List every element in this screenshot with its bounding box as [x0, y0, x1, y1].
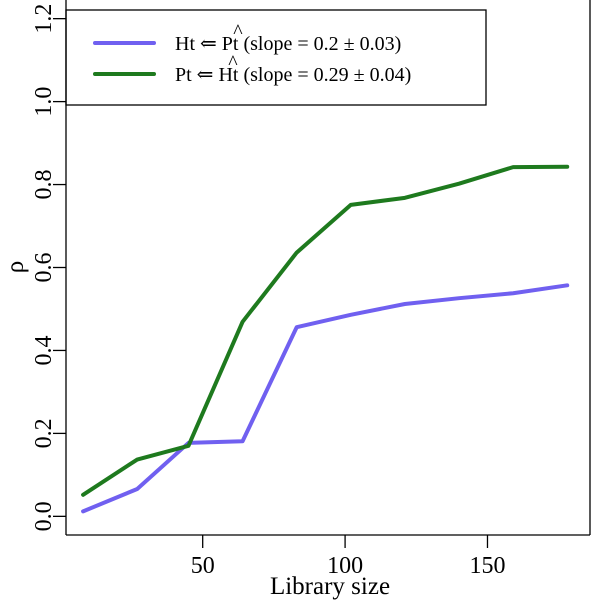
- legend-label-0-part-1: P: [222, 33, 233, 55]
- y-axis-title: ρ: [2, 261, 29, 273]
- legend-layer: Ht ⇐ Pt (slope = 0.2 ± 0.03)^Pt ⇐ Ht (sl…: [65, 9, 487, 106]
- legend-label-1-part-2: t (slope = 0.29 ± 0.04): [233, 64, 411, 86]
- x-tick-label-2: 150: [469, 553, 505, 579]
- legend-label-1-part-0: Pt ⇐: [175, 64, 218, 86]
- series-line-1: [81, 164, 570, 497]
- x-axis-title: Library size: [270, 573, 390, 600]
- series-line-0: [81, 283, 570, 514]
- y-tick-label-2: 0.4: [31, 335, 57, 365]
- legend-label-0: Ht ⇐ Pt (slope = 0.2 ± 0.03): [175, 33, 401, 55]
- axes-layer: 50 100 150 0.0 0.2 0.4 0.6 0.8 1.0 1.2: [31, 0, 591, 579]
- legend-label-0-part-0: Ht ⇐: [175, 33, 222, 55]
- legend-hat-0: ^: [233, 21, 243, 43]
- legend-box: [65, 9, 487, 106]
- y-tick-label-0: 0.0: [31, 501, 57, 531]
- y-tick-label-4: 0.8: [31, 170, 57, 200]
- x-tick-label-1: 100: [327, 553, 363, 579]
- series-layer: [81, 164, 570, 514]
- y-tick-label-6: 1.2: [31, 4, 57, 34]
- legend-label-0-part-2: t (slope = 0.2 ± 0.03): [233, 33, 401, 55]
- x-tick-label-0: 50: [191, 553, 215, 579]
- legend-label-1-part-1: H: [218, 64, 232, 86]
- y-tick-label-5: 1.0: [31, 87, 57, 117]
- legend-hat-1: ^: [228, 52, 238, 74]
- y-tick-label-1: 0.2: [31, 418, 57, 448]
- y-tick-label-3: 0.6: [31, 253, 57, 283]
- legend-label-1: Pt ⇐ Ht (slope = 0.29 ± 0.04): [175, 64, 411, 86]
